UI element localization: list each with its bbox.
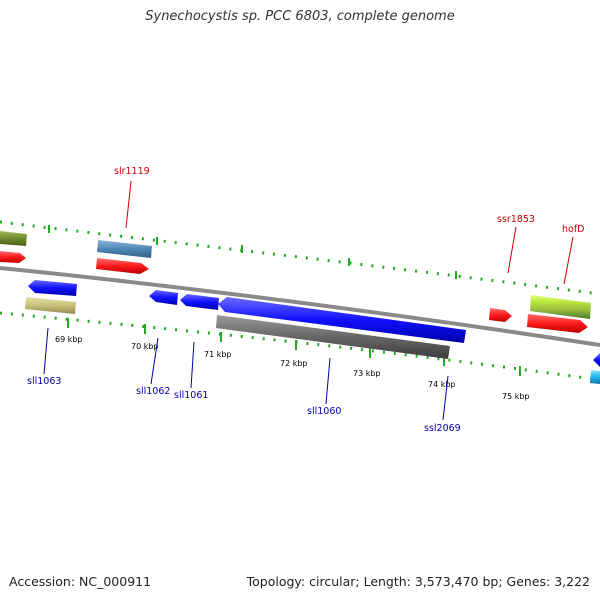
label-sll1061[interactable]: sll1061	[174, 390, 208, 401]
reverse-gene-labels: sll1063 sll1062 sll1061 sll1060 ssl2069	[27, 376, 461, 434]
gene-red-left[interactable]	[0, 251, 26, 263]
gene-olive-left[interactable]	[0, 231, 27, 246]
label-slr1119[interactable]: slr1119	[114, 166, 150, 177]
label-sll1063[interactable]: sll1063	[27, 376, 61, 387]
reverse-leader-lines	[43, 327, 449, 421]
scale-labels: 69 kbp 70 kbp 71 kbp 72 kbp 73 kbp 74 kb…	[55, 335, 530, 401]
gene-ssl2069[interactable]	[216, 315, 450, 359]
outer-major-ticks	[48, 225, 457, 279]
scale-label-70kbp: 70 kbp	[131, 342, 159, 351]
gene-sll1063[interactable]	[28, 280, 77, 296]
gene-sll1060[interactable]	[218, 297, 466, 343]
gene-right-cyan[interactable]	[590, 370, 600, 384]
gene-hofD-lime[interactable]	[530, 295, 591, 319]
scale-label-74kbp: 74 kbp	[428, 380, 456, 389]
label-ssr1853[interactable]: ssr1853	[497, 214, 535, 225]
forward-features	[0, 231, 591, 333]
gene-slr1119-rna[interactable]	[96, 258, 149, 274]
gene-slr1119[interactable]	[97, 240, 152, 258]
reverse-features	[25, 280, 600, 384]
scale-label-72kbp: 72 kbp	[280, 359, 308, 368]
label-sll1060[interactable]: sll1060	[307, 406, 341, 417]
label-hofD[interactable]: hofD	[562, 224, 585, 235]
gene-sll1063-khaki[interactable]	[25, 297, 76, 314]
inner-tick-ring	[0, 311, 600, 382]
gene-hofD[interactable]	[527, 314, 588, 333]
scale-label-71kbp: 71 kbp	[204, 350, 232, 359]
accession-label: Accession: NC_000911	[9, 574, 152, 589]
scale-label-69kbp: 69 kbp	[55, 335, 83, 344]
genome-backbone	[0, 266, 600, 347]
forward-gene-labels: slr1119 ssr1853 hofD	[114, 166, 585, 235]
outer-tick-ring	[0, 220, 600, 296]
label-ssl2069[interactable]: ssl2069	[424, 423, 461, 434]
gene-sll1061[interactable]	[180, 294, 219, 310]
label-sll1062[interactable]: sll1062	[136, 386, 170, 397]
gene-sll1062[interactable]	[149, 290, 178, 305]
map-title: Synechocystis sp. PCC 6803, complete gen…	[145, 9, 455, 24]
genome-summary: Topology: circular; Length: 3,573,470 bp…	[246, 574, 590, 589]
forward-leader-lines	[125, 180, 574, 285]
scale-label-75kbp: 75 kbp	[502, 392, 530, 401]
gene-ssr1853[interactable]	[489, 308, 512, 322]
gene-right-blue[interactable]	[593, 353, 600, 367]
scale-label-73kbp: 73 kbp	[353, 369, 381, 378]
